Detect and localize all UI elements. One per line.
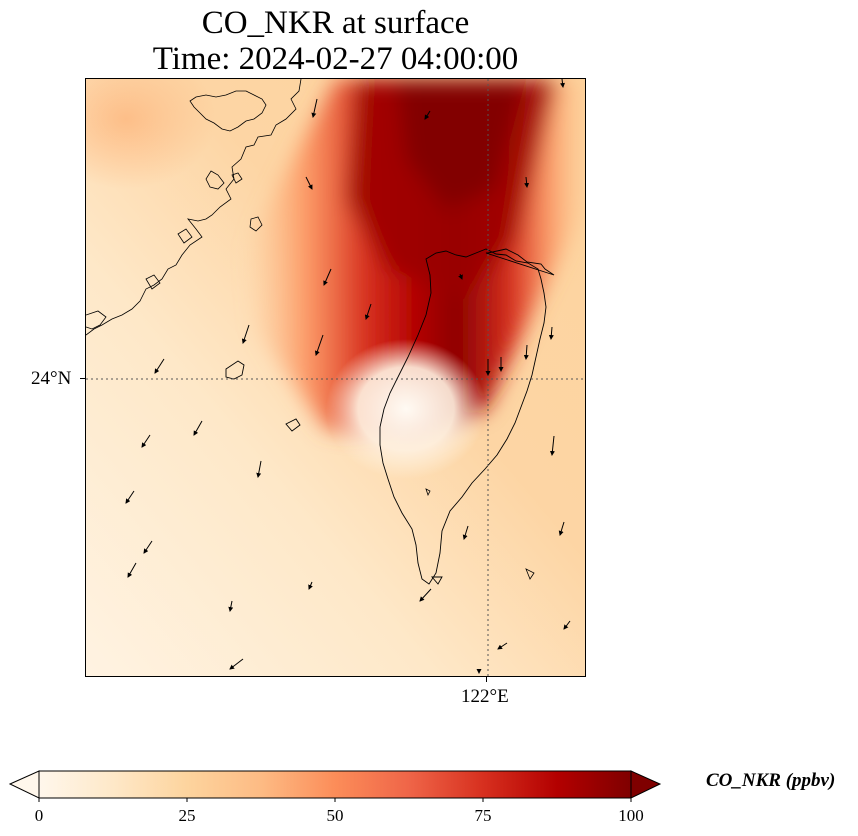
wind-vectors bbox=[125, 79, 571, 674]
longitude-tick-label: 122°E bbox=[461, 686, 509, 707]
wind-arrow bbox=[458, 273, 463, 280]
wind-arrow bbox=[141, 434, 151, 448]
colorbar-max-extend bbox=[630, 770, 662, 799]
wind-arrow bbox=[305, 176, 313, 190]
wind-arrow bbox=[323, 268, 332, 286]
colorbar-tick-label: 75 bbox=[474, 806, 492, 825]
wind-arrow bbox=[154, 358, 165, 374]
taiwan-coastline bbox=[225, 248, 555, 585]
wind-arrow bbox=[364, 303, 372, 320]
map-title: CO_NKR at surface bbox=[201, 5, 470, 41]
wind-arrow bbox=[143, 540, 153, 554]
wind-arrow bbox=[523, 344, 529, 360]
colorbar-tick-label: 0 bbox=[34, 806, 44, 825]
colorbar-tick-label: 100 bbox=[618, 806, 644, 825]
latitude-tick-label: 24°N bbox=[31, 368, 72, 389]
fujian-coastline bbox=[86, 79, 535, 580]
wind-arrow bbox=[314, 334, 324, 356]
nw-moderate-area bbox=[86, 79, 216, 189]
wind-arrow bbox=[229, 658, 244, 670]
colorbar: 0 25 50 75 100 CO_NKR (ppbv) bbox=[0, 760, 858, 836]
wind-arrow bbox=[125, 490, 135, 504]
wind-arrow bbox=[308, 581, 313, 590]
wind-arrow bbox=[563, 620, 571, 630]
gridlines bbox=[86, 79, 585, 676]
lat-tick-mark bbox=[80, 378, 85, 379]
map-time-subtitle: Time: 2024-02-27 04:00:00 bbox=[152, 41, 519, 77]
wind-arrow bbox=[193, 420, 203, 436]
wind-arrow bbox=[228, 600, 234, 612]
low-concentration-area bbox=[326, 339, 486, 479]
colorbar-label: CO_NKR (ppbv) bbox=[706, 770, 836, 791]
colorbar-body bbox=[38, 770, 632, 799]
colorbar-min-extend bbox=[8, 770, 40, 799]
wind-arrow bbox=[311, 98, 318, 118]
map-panel bbox=[85, 78, 586, 677]
wind-arrow bbox=[419, 588, 432, 602]
colorbar-tick-label: 50 bbox=[326, 806, 344, 825]
wind-arrow bbox=[560, 79, 565, 88]
wind-arrow bbox=[462, 525, 469, 540]
wind-arrow bbox=[127, 562, 137, 578]
wind-arrow bbox=[424, 110, 431, 120]
wind-arrow bbox=[558, 521, 565, 536]
wind-arrow bbox=[524, 176, 530, 188]
wind-arrow bbox=[548, 326, 554, 340]
concentration-field bbox=[86, 79, 585, 676]
colorbar-tick-label: 25 bbox=[178, 806, 196, 825]
wind-arrow bbox=[256, 460, 262, 478]
wind-arrow bbox=[497, 642, 508, 650]
lon-tick-mark bbox=[486, 677, 487, 682]
co-plume bbox=[246, 79, 585, 439]
wind-arrow bbox=[241, 324, 250, 344]
wind-arrow bbox=[549, 435, 555, 456]
